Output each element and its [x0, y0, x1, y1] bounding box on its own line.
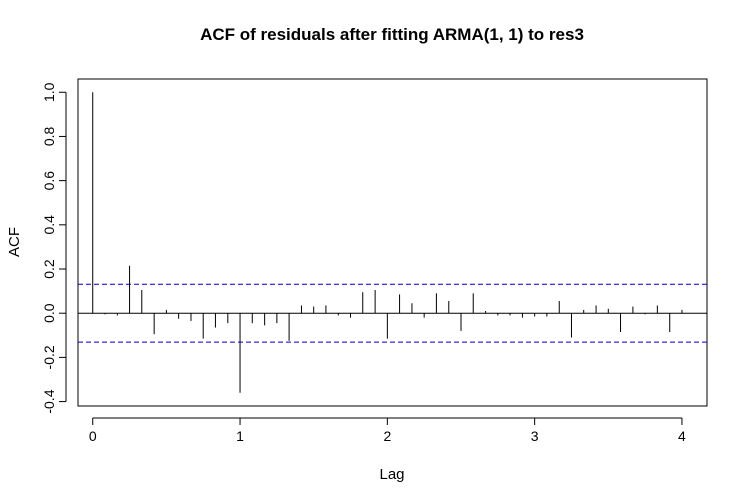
y-axis-label: ACF [6, 227, 23, 257]
x-tick-label: 2 [383, 428, 391, 444]
y-axis: -0.4 -0.2 0.0 0.2 0.4 0.6 0.8 1.0 [41, 82, 67, 414]
x-axis-label: Lag [379, 466, 404, 483]
plot-frame [77, 78, 708, 407]
x-tick-label: 3 [531, 428, 539, 444]
y-tick-label: 0.6 [41, 171, 57, 191]
acf-bars [92, 92, 683, 393]
x-axis: 0 1 2 3 4 [89, 417, 686, 444]
x-tick-label: 4 [678, 428, 686, 444]
confidence-bounds [78, 283, 707, 343]
chart-title: ACF of residuals after fitting ARMA(1, 1… [200, 25, 584, 44]
y-tick-label: 0.0 [41, 303, 57, 323]
y-tick-label: 0.2 [41, 259, 57, 279]
y-tick-label: 1.0 [41, 82, 57, 102]
y-tick-label: -0.4 [41, 389, 57, 413]
y-tick-label: 0.4 [41, 215, 57, 235]
y-tick-label: -0.2 [41, 345, 57, 369]
y-tick-label: 0.8 [41, 127, 57, 147]
x-tick-label: 0 [89, 428, 97, 444]
x-tick-label: 1 [236, 428, 244, 444]
